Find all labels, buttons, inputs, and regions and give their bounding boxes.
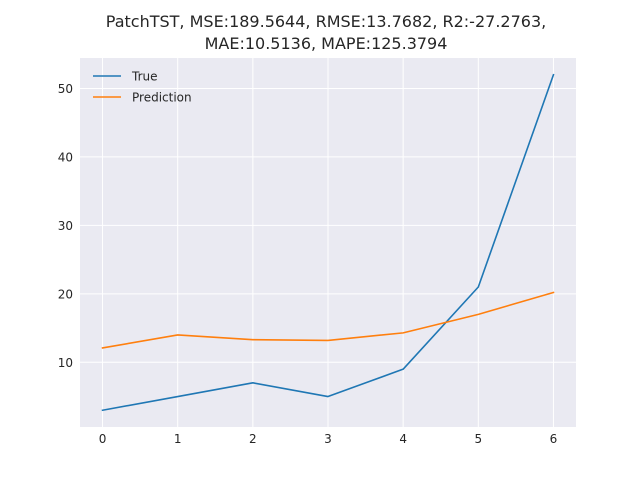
series-line-prediction [101, 291, 555, 349]
y-tick-label: 50 [58, 82, 73, 96]
x-tick-label: 1 [174, 432, 182, 446]
y-tick-label: 40 [58, 150, 73, 164]
series-line-true [101, 73, 555, 412]
series-lines [101, 73, 555, 412]
x-tick-label: 5 [474, 432, 482, 446]
x-tick-label: 0 [99, 432, 107, 446]
grid-lines [80, 58, 576, 427]
chart-title-line-1: PatchTST, MSE:189.5644, RMSE:13.7682, R2… [106, 12, 546, 31]
y-tick-labels: 10 20 30 40 50 [58, 82, 73, 370]
y-tick-label: 10 [58, 356, 73, 370]
chart-title-line-2: MAE:10.5136, MAPE:125.3794 [205, 34, 448, 53]
x-tick-label: 6 [550, 432, 558, 446]
legend: True Prediction [93, 70, 192, 105]
legend-label-prediction: Prediction [132, 91, 192, 105]
x-tick-label: 2 [249, 432, 257, 446]
x-tick-label: 4 [399, 432, 407, 446]
y-tick-label: 30 [58, 219, 73, 233]
x-tick-labels: 0 1 2 3 4 5 6 [99, 432, 558, 446]
legend-label-true: True [131, 70, 158, 84]
x-tick-label: 3 [324, 432, 332, 446]
y-tick-label: 20 [58, 287, 73, 301]
